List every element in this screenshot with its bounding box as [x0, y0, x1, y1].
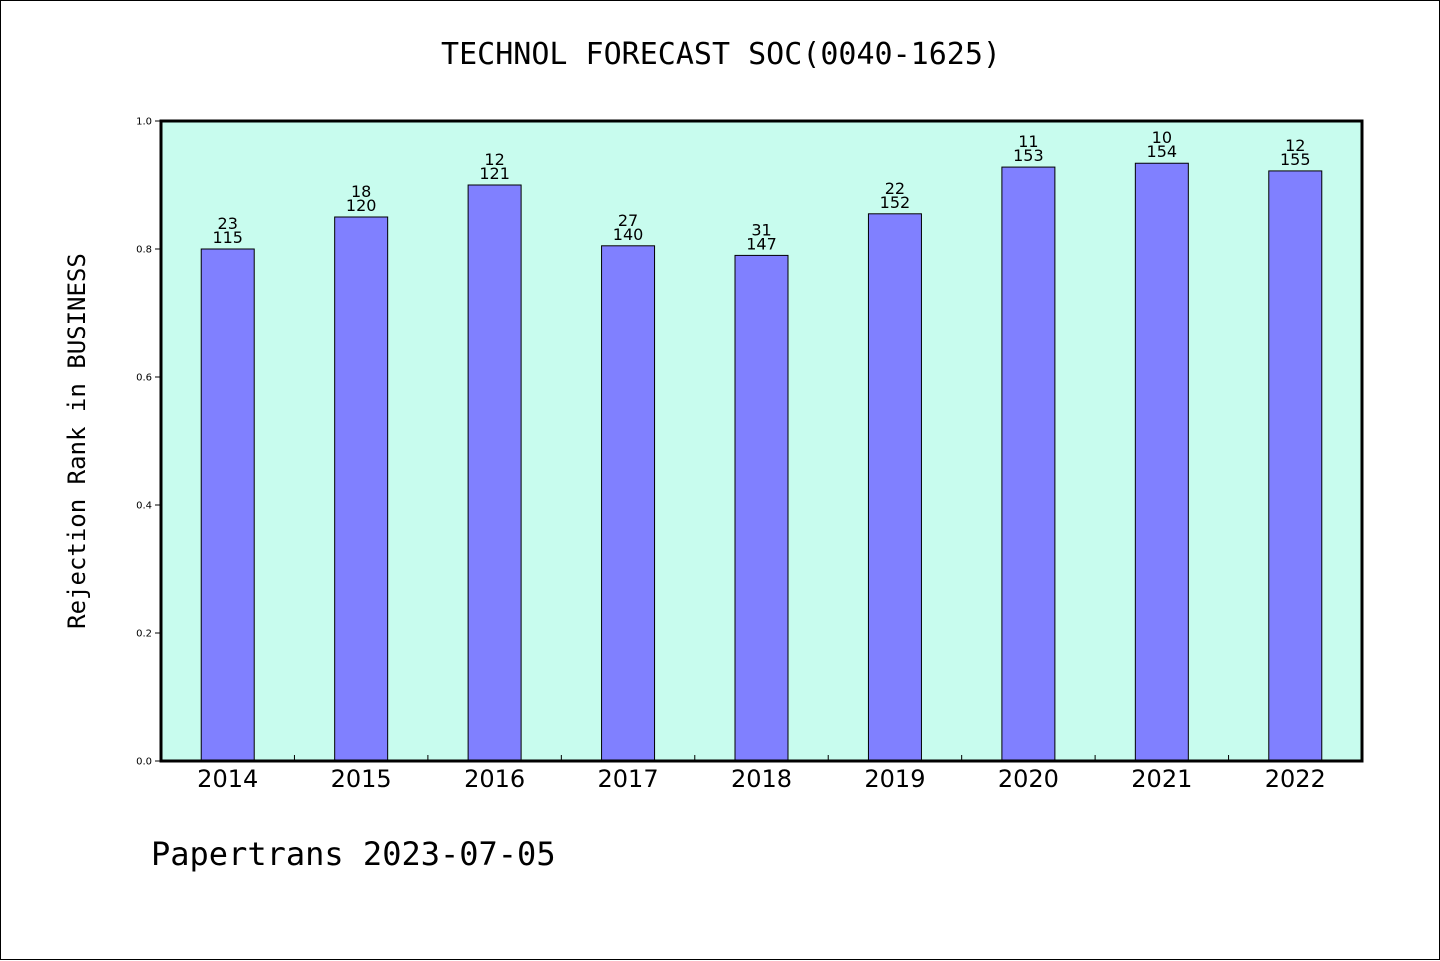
data-label-top-2020: 11	[1018, 132, 1038, 151]
data-label-bottom-2015: 120	[346, 196, 377, 215]
x-tick-label-2020: 2020	[998, 765, 1059, 793]
x-tick-label-2016: 2016	[464, 765, 525, 793]
data-label-top-2017: 27	[618, 211, 638, 230]
y-tick-label: 0.4	[136, 501, 152, 512]
x-axis: 2014 2015 2016 2017 2018 2019 2020 2021 2022	[197, 755, 1326, 793]
x-tick-label-2017: 2017	[598, 765, 659, 793]
plot-frame	[159, 119, 1364, 763]
data-label-top-2022: 12	[1285, 136, 1305, 155]
x-tick-label-2022: 2022	[1265, 765, 1326, 793]
footer-text: Papertrans 2023-07-05	[151, 835, 556, 873]
bar-2016	[467, 184, 522, 762]
data-label-top-2021: 10	[1152, 128, 1172, 147]
data-label-bottom-2021: 154	[1147, 142, 1178, 161]
data-label-bottom-2018: 147	[746, 234, 777, 253]
y-tick-label: 0.8	[136, 245, 152, 256]
bar-2015	[334, 216, 389, 762]
x-tick-label-2019: 2019	[864, 765, 925, 793]
chart-title: TECHNOL FORECAST SOC(0040-1625)	[441, 37, 1001, 72]
y-tick-label: 0.6	[136, 373, 152, 384]
bar-2017	[601, 245, 656, 762]
y-tick-label: 1.0	[136, 117, 152, 128]
data-label-bottom-2014: 115	[212, 228, 243, 247]
bar-2020	[1001, 166, 1056, 762]
data-label-bottom-2017: 140	[613, 225, 644, 244]
data-label-bottom-2016: 121	[479, 164, 510, 183]
y-tick-label: 0.0	[136, 757, 152, 768]
data-label-top-2015: 18	[351, 182, 371, 201]
x-tick-label-2021: 2021	[1131, 765, 1192, 793]
x-tick-label-2018: 2018	[731, 765, 792, 793]
bar-2022	[1268, 170, 1323, 762]
x-tick-label-2014: 2014	[197, 765, 258, 793]
data-label-top-2016: 12	[484, 150, 504, 169]
data-label-bottom-2020: 153	[1013, 146, 1044, 165]
data-label-bottom-2022: 155	[1280, 150, 1311, 169]
data-label-top-2019: 22	[885, 179, 905, 198]
y-axis: 0.0 0.2 0.4 0.6 0.8 1.0	[136, 117, 161, 768]
y-tick-label: 0.2	[136, 629, 152, 640]
data-label-bottom-2019: 152	[880, 193, 911, 212]
x-tick-label-2015: 2015	[331, 765, 392, 793]
bar-2014	[200, 248, 255, 762]
data-label-top-2014: 23	[218, 214, 238, 233]
bar-2019	[867, 213, 922, 762]
bar-2018	[734, 254, 789, 762]
y-axis-title: Rejection Rank in BUSINESS	[63, 253, 91, 629]
bar-2021	[1134, 162, 1189, 762]
data-label-top-2018: 31	[751, 220, 771, 239]
